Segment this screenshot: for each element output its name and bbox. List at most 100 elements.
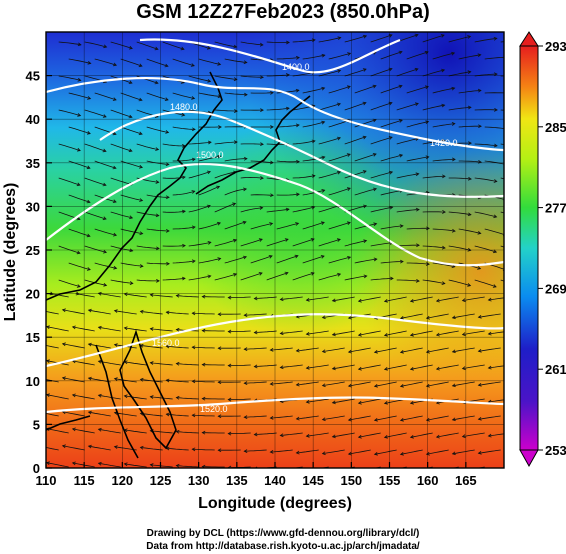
- streamline: [422, 104, 445, 111]
- streamline-arrow: [451, 383, 456, 388]
- streamline-arrow: [398, 119, 403, 123]
- streamline-arrow: [112, 165, 117, 170]
- streamline-arrow: [463, 469, 466, 472]
- streamline: [150, 430, 173, 434]
- streamline-arrow: [442, 174, 446, 179]
- streamline: [400, 313, 423, 319]
- streamline: [436, 330, 459, 336]
- streamline: [146, 228, 170, 232]
- streamline-arrow: [388, 34, 393, 38]
- streamline: [462, 330, 485, 335]
- streamline-arrow: [218, 125, 222, 129]
- streamline-arrow: [270, 90, 274, 95]
- streamline-arrow: [87, 410, 92, 415]
- streamline-arrow: [243, 415, 248, 419]
- streamline: [348, 347, 371, 353]
- streamline: [410, 296, 433, 302]
- streamline-arrow: [435, 366, 440, 371]
- streamline: [62, 411, 85, 417]
- streamline-arrow: [347, 349, 352, 354]
- streamline: [266, 208, 289, 213]
- streamline: [488, 331, 504, 335]
- streamline-arrow: [165, 310, 170, 315]
- streamline-arrow: [77, 113, 82, 117]
- streamline: [458, 90, 481, 94]
- streamline-arrow: [362, 170, 367, 174]
- streamline: [172, 126, 196, 130]
- y-axis: 0 5 10 15 20 25 30 35 40 45: [26, 69, 52, 476]
- streamline-arrow: [409, 298, 414, 303]
- streamline-arrow: [321, 120, 326, 125]
- streamline: [370, 34, 393, 43]
- streamline-arrow: [155, 180, 160, 184]
- streamline-arrow: [285, 207, 290, 212]
- streamline: [318, 37, 341, 43]
- contour-label: 1420.0: [430, 138, 458, 148]
- streamline: [302, 189, 325, 196]
- x-tick-label: 115: [74, 473, 95, 488]
- streamline-arrow: [253, 296, 258, 301]
- streamline-arrow: [337, 69, 342, 73]
- y-tick-label: 15: [26, 330, 40, 345]
- streamline: [124, 429, 147, 434]
- streamline-arrow: [321, 383, 326, 388]
- streamline-arrow: [269, 382, 274, 386]
- height-contours: [46, 38, 504, 414]
- streamline: [240, 41, 263, 46]
- streamline-arrow: [217, 312, 222, 317]
- streamline-arrow: [409, 366, 414, 371]
- streamline-arrow: [441, 68, 446, 73]
- streamline: [462, 432, 485, 437]
- streamline-arrow: [346, 221, 351, 225]
- streamline: [306, 330, 329, 335]
- streamline: [140, 447, 163, 451]
- streamline-arrow: [227, 363, 232, 368]
- x-tick-label: 130: [188, 473, 210, 488]
- streamline: [328, 86, 351, 94]
- streamline: [172, 92, 195, 99]
- streamline-arrow: [336, 102, 341, 107]
- streamline: [322, 449, 345, 454]
- streamline: [270, 381, 293, 385]
- streamline-arrow: [253, 330, 258, 335]
- streamline: [166, 345, 189, 349]
- colorbar-top-arrow: [519, 31, 539, 47]
- streamline-arrow: [347, 417, 352, 422]
- streamline: [46, 394, 69, 400]
- streamline: [276, 124, 300, 128]
- streamline: [62, 309, 85, 315]
- streamline-arrow: [415, 207, 420, 212]
- streamline: [240, 238, 263, 247]
- streamline-arrow: [49, 291, 54, 296]
- streamline-arrow: [217, 221, 221, 226]
- streamline: [214, 109, 238, 112]
- streamline-arrow: [425, 155, 430, 160]
- streamline: [280, 330, 303, 334]
- streamline-arrow: [310, 238, 315, 242]
- streamline-arrow: [357, 332, 362, 337]
- streamline: [370, 102, 393, 111]
- streamline: [110, 279, 133, 284]
- streamline-arrow: [416, 243, 420, 248]
- x-tick-label: 165: [455, 473, 477, 488]
- y-tick-label: 10: [26, 374, 40, 389]
- streamline-arrow: [359, 469, 362, 472]
- streamline-arrow: [243, 60, 248, 65]
- x-tick-label: 135: [226, 473, 248, 488]
- streamline: [240, 75, 264, 78]
- streamline: [172, 158, 196, 162]
- streamline-arrow: [165, 378, 170, 383]
- streamline: [176, 431, 199, 434]
- streamline-arrow: [451, 315, 456, 320]
- streamline: [426, 449, 449, 455]
- streamline: [176, 465, 199, 468]
- credits-drawing: Drawing by DCL (https://www.gfd-dennou.o…: [146, 528, 420, 539]
- streamline: [46, 447, 59, 451]
- streamline: [484, 126, 504, 129]
- streamline: [240, 176, 264, 179]
- streamline-arrow: [97, 427, 102, 432]
- streamline-arrow: [233, 273, 238, 277]
- streamline-arrow: [451, 417, 456, 422]
- streamline: [114, 310, 137, 315]
